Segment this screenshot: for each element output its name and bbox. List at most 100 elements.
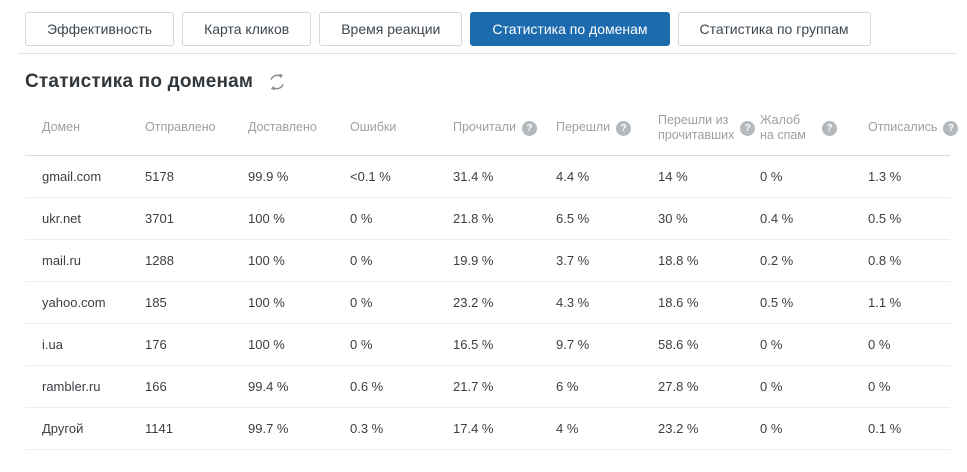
value-cell: 0 % [868,365,950,408]
value-cell: 4.3 % [556,281,658,324]
domain-stats-table: Домен Отправлено Доставлено Ошибки Прочи… [25,102,959,450]
help-icon[interactable]: ? [943,120,959,136]
column-header: Жалоб на спам ? [760,102,868,156]
column-header: Прочитали ? [453,102,556,156]
value-cell: 0.8 % [868,239,950,282]
table-row: gmail.com 5178 99.9 % <0.1 % 31.4 % 4.4 % 14 %… [25,155,950,198]
column-header-label: Перешли [556,120,611,135]
refresh-icon [270,73,284,91]
tab-label: Карта кликов [204,21,290,37]
value-cell: 27.8 % [658,365,760,408]
value-cell: 31.4 % [453,155,556,198]
value-cell: 6 % [556,365,658,408]
tab-label: Время реакции [341,21,441,37]
table-row: i.ua 176 100 % 0 % 16.5 % 9.7 % 58.6 % 0 % 0 % [25,323,950,366]
value-cell: 0 % [760,407,868,450]
domain-cell: i.ua [25,323,145,366]
value-cell: 19.9 % [453,239,556,282]
table-row: ukr.net 3701 100 % 0 % 21.8 % 6.5 % 30 % 0.4 % 0… [25,197,950,240]
column-header-label: Перешли из прочитавших [658,112,735,143]
domain-cell: mail.ru [25,239,145,282]
value-cell: 0.2 % [760,239,868,282]
tab-5[interactable]: Статистика по группам [677,12,871,46]
value-cell: 21.8 % [453,197,556,240]
value-cell: 1288 [145,239,248,282]
value-cell: 1.1 % [868,281,950,324]
column-header: Домен [25,102,145,156]
table-header-row: Домен Отправлено Доставлено Ошибки Прочи… [25,102,959,156]
column-header: Перешли ? [556,102,658,156]
value-cell: 3701 [145,197,248,240]
table-body: gmail.com 5178 99.9 % <0.1 % 31.4 % 4.4 % 14 %… [25,155,950,450]
column-header: Отписались ? [868,102,959,156]
column-header: Ошибки [350,102,453,156]
domain-cell: gmail.com [25,155,145,198]
value-cell: 0.6 % [350,365,453,408]
table-row: rambler.ru 166 99.4 % 0.6 % 21.7 % 6 % 27.8 % 0… [25,365,950,408]
value-cell: 18.8 % [658,239,760,282]
value-cell: 58.6 % [658,323,760,366]
value-cell: 0 % [350,197,453,240]
value-cell: 21.7 % [453,365,556,408]
column-header-label: Отправлено [145,120,216,135]
value-cell: 100 % [248,197,350,240]
domain-cell: rambler.ru [25,365,145,408]
value-cell: 176 [145,323,248,366]
tab-3[interactable]: Время реакции [319,12,463,46]
column-header-label: Жалоб на спам [760,112,806,143]
tab-4[interactable]: Статистика по доменам [470,12,670,46]
table-row: Другой 1141 99.7 % 0.3 % 17.4 % 4 % 23.2 % 0 % 0… [25,407,950,450]
value-cell: 0 % [350,239,453,282]
value-cell: 23.2 % [453,281,556,324]
value-cell: 6.5 % [556,197,658,240]
value-cell: 30 % [658,197,760,240]
page-title: Статистика по доменам [25,71,254,92]
tab-bar: Эффективность Карта кликов Время реакции… [18,12,957,46]
value-cell: 166 [145,365,248,408]
column-header-label: Домен [42,120,81,135]
value-cell: 18.6 % [658,281,760,324]
value-cell: 1141 [145,407,248,450]
value-cell: 23.2 % [658,407,760,450]
column-header-label: Доставлено [248,120,317,135]
value-cell: 0.5 % [868,197,950,240]
value-cell: 100 % [248,323,350,366]
value-cell: 5178 [145,155,248,198]
column-header-label: Ошибки [350,120,397,135]
value-cell: 99.4 % [248,365,350,408]
help-icon[interactable]: ? [740,120,756,136]
value-cell: 0.4 % [760,197,868,240]
value-cell: 4.4 % [556,155,658,198]
value-cell: 0 % [350,281,453,324]
table-row: mail.ru 1288 100 % 0 % 19.9 % 3.7 % 18.8 % 0.2 … [25,239,950,282]
value-cell: 14 % [658,155,760,198]
value-cell: 9.7 % [556,323,658,366]
column-header: Доставлено [248,102,350,156]
value-cell: 0 % [760,155,868,198]
value-cell: 4 % [556,407,658,450]
title-row: Статистика по доменам [25,71,967,93]
tab-1[interactable]: Эффективность [25,12,175,46]
value-cell: <0.1 % [350,155,453,198]
tab-label: Статистика по группам [699,21,849,37]
value-cell: 0.3 % [350,407,453,450]
domain-cell: ukr.net [25,197,145,240]
help-icon[interactable]: ? [616,120,632,136]
tab-2[interactable]: Карта кликов [182,12,312,46]
tab-label: Эффективность [47,21,153,37]
value-cell: 16.5 % [453,323,556,366]
value-cell: 100 % [248,239,350,282]
refresh-button[interactable] [268,73,286,91]
column-header-label: Отписались [868,120,938,135]
value-cell: 17.4 % [453,407,556,450]
value-cell: 185 [145,281,248,324]
value-cell: 0 % [350,323,453,366]
table-row: yahoo.com 185 100 % 0 % 23.2 % 4.3 % 18.6 % 0.5… [25,281,950,324]
value-cell: 1.3 % [868,155,950,198]
value-cell: 0.1 % [868,407,950,450]
value-cell: 0.5 % [760,281,868,324]
help-icon[interactable]: ? [822,120,837,136]
help-icon[interactable]: ? [521,120,537,136]
value-cell: 0 % [868,323,950,366]
domain-cell: Другой [25,407,145,450]
